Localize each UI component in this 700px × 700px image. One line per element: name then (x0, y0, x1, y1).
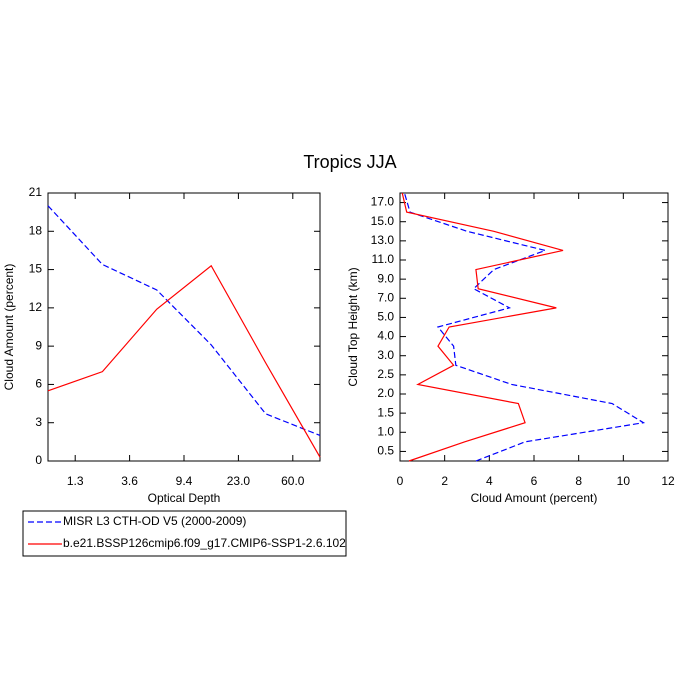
series-line (403, 192, 646, 462)
legend-label: b.e21.BSSP126cmip6.f09_g17.CMIP6-SSP1-2.… (63, 536, 346, 550)
x-axis-label: Optical Depth (148, 491, 221, 505)
y-tick-label: 3 (35, 415, 42, 429)
y-tick-label: 6 (35, 377, 42, 391)
y-tick-label: 7.0 (377, 290, 394, 304)
legend-label: MISR L3 CTH-OD V5 (2000-2009) (63, 514, 246, 528)
y-tick-label: 2.5 (377, 367, 394, 381)
y-tick-label: 15.0 (371, 214, 395, 228)
y-tick-label: 5.0 (377, 310, 394, 324)
y-tick-label: 9.0 (377, 271, 394, 285)
x-tick-label: 6 (531, 474, 538, 488)
series-line (47, 205, 321, 437)
x-tick-label: 60.0 (281, 474, 305, 488)
y-tick-label: 17.0 (371, 195, 395, 209)
x-tick-label: 4 (486, 474, 493, 488)
x-tick-label: 12 (661, 474, 675, 488)
y-tick-label: 18 (29, 223, 43, 237)
x-tick-label: 9.4 (176, 474, 193, 488)
y-tick-label: 13.0 (371, 233, 395, 247)
x-tick-label: 8 (575, 474, 582, 488)
y-tick-label: 15 (29, 262, 43, 276)
y-tick-label: 3.0 (377, 348, 394, 362)
x-axis-label: Cloud Amount (percent) (471, 491, 598, 505)
series-line (401, 192, 564, 462)
y-axis-label: Cloud Top Height (km) (346, 267, 360, 386)
legend-box (22, 510, 347, 557)
y-tick-label: 4.0 (377, 329, 394, 343)
y-axis-label: Cloud Amount (percent) (2, 264, 16, 391)
y-tick-label: 12 (29, 300, 43, 314)
series-line (47, 264, 321, 458)
main-title: Tropics JJA (303, 152, 396, 172)
x-tick-label: 2 (441, 474, 448, 488)
x-tick-label: 1.3 (67, 474, 84, 488)
x-tick-label: 0 (397, 474, 404, 488)
x-tick-label: 23.0 (227, 474, 251, 488)
y-tick-label: 1.0 (377, 424, 394, 438)
y-tick-label: 11.0 (372, 252, 395, 266)
y-tick-label: 1.5 (377, 405, 394, 419)
x-tick-label: 3.6 (121, 474, 138, 488)
y-tick-label: 9 (35, 338, 42, 352)
y-tick-label: 21 (29, 185, 43, 199)
y-tick-label: 0.5 (377, 444, 394, 458)
y-tick-label: 0 (35, 453, 42, 467)
x-tick-label: 10 (617, 474, 631, 488)
y-tick-label: 2.0 (377, 386, 394, 400)
